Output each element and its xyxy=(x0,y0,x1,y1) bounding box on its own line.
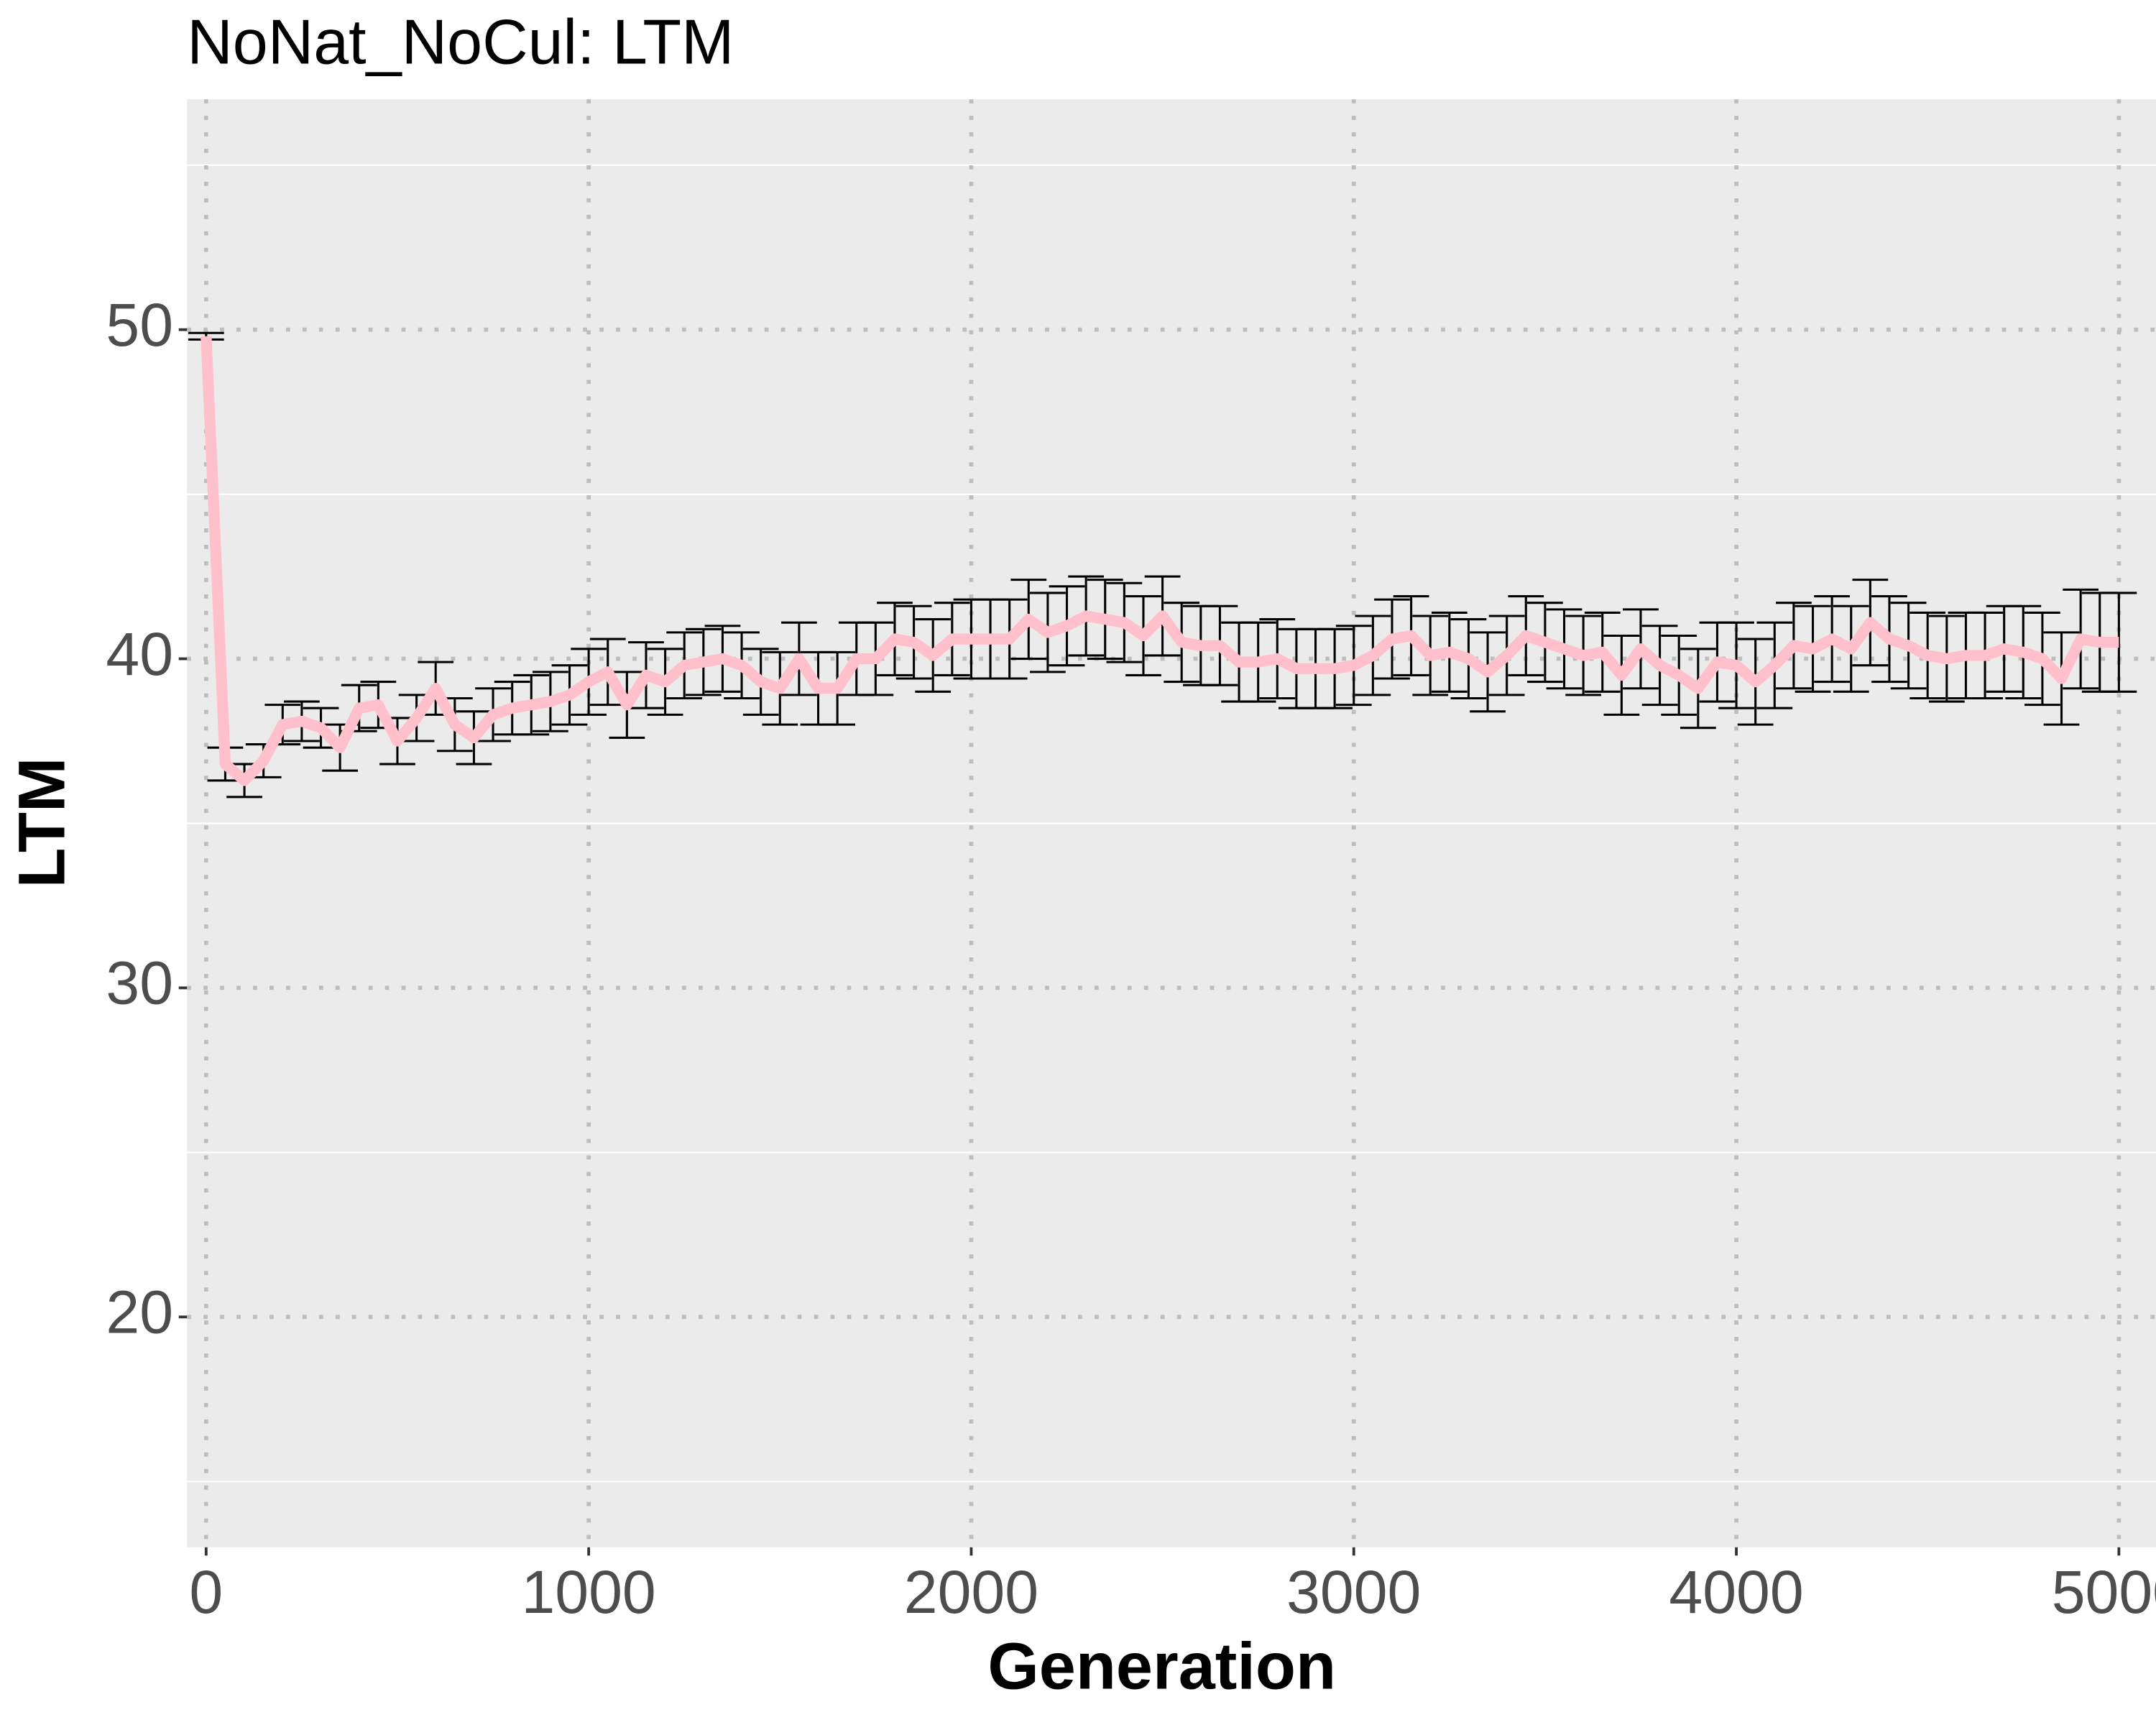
x-tick-label: 4000 xyxy=(1669,1558,1803,1626)
y-tick-label: 20 xyxy=(106,1279,173,1346)
plot-area xyxy=(187,99,2156,1547)
chart-title: NoNat_NoCul: LTM xyxy=(187,6,734,78)
y-axis-title: LTM xyxy=(5,758,78,888)
line xyxy=(201,336,2119,786)
axes: 20 30 40 50 0 1000 2000 3000 4000 5000 xyxy=(106,291,2156,1626)
x-axis-title: Generation xyxy=(987,1629,1336,1703)
x-tick-label: 3000 xyxy=(1286,1558,1421,1626)
x-tick-label: 1000 xyxy=(522,1558,656,1626)
x-tick-label: 2000 xyxy=(904,1558,1038,1626)
y-tick-label: 40 xyxy=(106,620,173,688)
y-tick-label: 30 xyxy=(106,949,173,1017)
x-tick-label: 0 xyxy=(189,1558,223,1626)
y-tick-label: 50 xyxy=(106,291,173,359)
x-tick-label: 5000 xyxy=(2052,1558,2156,1626)
